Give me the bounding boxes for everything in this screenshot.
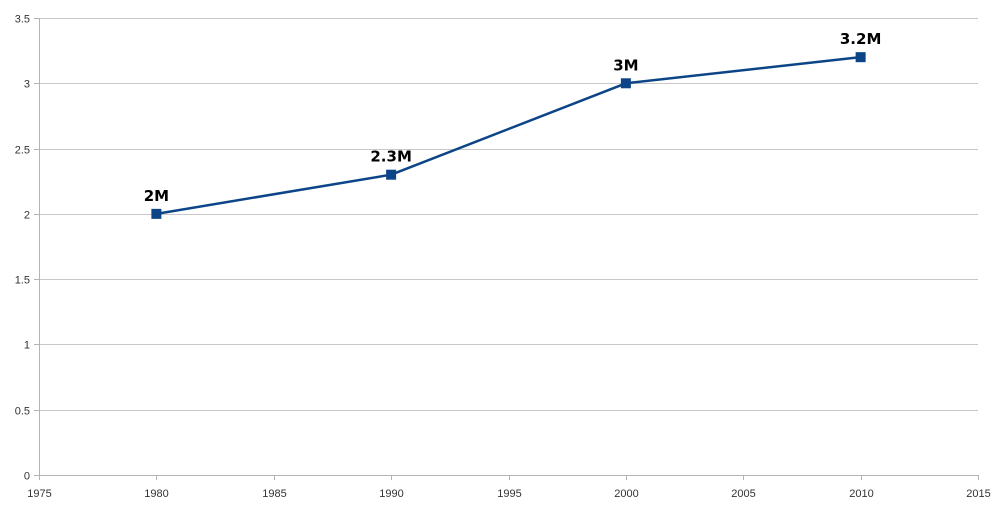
data-point-marker <box>620 78 631 89</box>
data-point-marker <box>855 52 866 63</box>
data-label: 2.3M <box>370 148 412 166</box>
y-tick-label: 2.5 <box>15 145 30 157</box>
data-point-marker <box>386 169 397 180</box>
x-tick-label: 2010 <box>849 488 873 500</box>
data-label: 3M <box>613 56 638 74</box>
data-label: 3.2M <box>840 30 882 48</box>
data-label: 2M <box>144 187 169 205</box>
x-tick-label: 1975 <box>27 488 51 500</box>
x-tick-label: 2005 <box>731 488 755 500</box>
y-tick-label: 0.5 <box>15 406 30 418</box>
x-tick-label: 1990 <box>379 488 403 500</box>
y-tick-label: 1.5 <box>15 275 30 287</box>
x-tick-label: 1980 <box>144 488 168 500</box>
y-tick-label: 0 <box>24 471 30 483</box>
y-tick-label: 3 <box>24 79 30 91</box>
axes <box>34 18 979 480</box>
x-tick-label: 1985 <box>262 488 286 500</box>
data-point-marker <box>151 208 162 219</box>
y-tick-label: 1 <box>24 340 30 352</box>
x-tick-label: 2015 <box>966 488 990 500</box>
y-tick-label: 2 <box>24 210 30 222</box>
series <box>151 52 866 219</box>
tick-labels: 0 0.5 1 1.5 2 2.5 3 3.5 1975 1980 1985 1990 1995 2000… <box>15 14 991 501</box>
grid-lines <box>39 18 978 411</box>
x-tick-label: 1995 <box>497 488 521 500</box>
series-line-0 <box>155 55 862 216</box>
x-tick-label: 2000 <box>614 488 638 500</box>
y-tick-label: 3.5 <box>15 14 30 26</box>
data-labels: 2M 2.3M 3M 3.2M <box>144 30 882 205</box>
